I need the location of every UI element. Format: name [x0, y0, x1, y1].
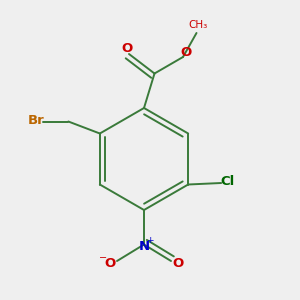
Text: N: N	[138, 239, 150, 253]
Text: O: O	[180, 46, 192, 59]
Text: Cl: Cl	[220, 175, 235, 188]
Text: O: O	[172, 257, 183, 270]
Text: +: +	[146, 236, 153, 245]
Text: O: O	[105, 257, 116, 270]
Text: CH₃: CH₃	[188, 20, 208, 31]
Text: Br: Br	[28, 113, 44, 127]
Text: −: −	[98, 253, 107, 263]
Text: O: O	[122, 42, 133, 55]
